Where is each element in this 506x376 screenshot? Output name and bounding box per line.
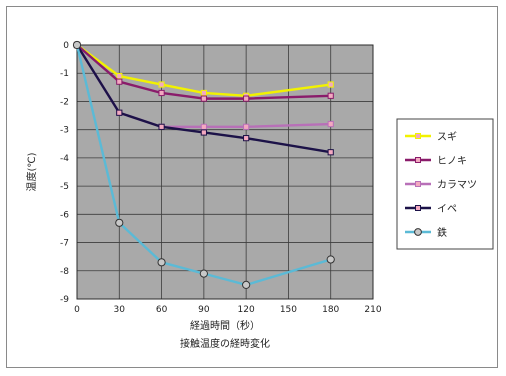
series-line — [76, 44, 331, 100]
y-tick-label: -1 — [60, 69, 69, 79]
x-tick-label: 0 — [74, 305, 80, 315]
y-tick-label: 0 — [63, 41, 69, 51]
legend-item: イペ — [405, 204, 457, 215]
line-chart: 0 -1 -2 -3 -4 -5 -6 -7 -8 -9 0 30 60 90 120 150 180 210 経… — [25, 40, 494, 350]
legend-item: カラマツ — [405, 179, 477, 191]
data-point — [200, 129, 207, 136]
x-tick-label: 150 — [280, 305, 297, 315]
x-tick-label: 120 — [238, 305, 255, 315]
y-tick-label: -4 — [60, 154, 69, 164]
grid — [76, 44, 374, 300]
data-point — [243, 95, 250, 102]
series-line — [75, 44, 331, 154]
legend-label: ヒノキ — [437, 155, 467, 167]
x-tick-label: 90 — [198, 305, 210, 315]
legend-label: スギ — [437, 131, 457, 143]
series-line — [76, 44, 331, 98]
x-tick-label: 60 — [156, 305, 168, 315]
data-point — [327, 120, 334, 128]
data-point — [115, 218, 124, 227]
y-axis-label: 温度(℃) — [25, 152, 38, 191]
data-point — [326, 255, 335, 264]
chart-frame: 0 -1 -2 -3 -4 -5 -6 -7 -8 -9 0 30 60 90 120 150 180 210 経… — [6, 6, 498, 368]
plot-area — [77, 45, 373, 299]
x-tick-label: 180 — [322, 305, 339, 315]
legend-item: 鉄 — [405, 226, 447, 239]
legend-marker — [415, 133, 421, 139]
legend-label: イペ — [437, 204, 457, 215]
legend-marker — [414, 228, 422, 236]
data-point — [200, 95, 207, 102]
series-line — [75, 44, 332, 287]
data-point — [243, 123, 250, 130]
tick-labels: 0 -1 -2 -3 -4 -5 -6 -7 -8 -9 0 30 60 90 120 150 180 210 — [60, 41, 382, 315]
data-point — [199, 269, 208, 278]
series-group — [72, 40, 335, 289]
data-point — [72, 40, 82, 50]
series-2 — [73, 41, 334, 102]
plot-background — [77, 45, 373, 299]
data-point — [158, 89, 165, 97]
legend-marker — [415, 181, 421, 187]
series-5 — [72, 40, 335, 289]
y-tick-label: -9 — [60, 295, 69, 305]
y-tick-label: -5 — [60, 182, 69, 192]
y-tick-label: -2 — [60, 97, 69, 107]
data-point — [158, 81, 165, 88]
chart-title: 接触温度の経時変化 — [180, 337, 270, 350]
legend-label: カラマツ — [437, 179, 477, 191]
legend-marker — [415, 205, 421, 211]
y-tick-label: -8 — [60, 267, 69, 277]
legend-marker — [415, 157, 421, 163]
data-point — [327, 92, 334, 99]
data-point — [200, 89, 207, 97]
x-axis-label: 経過時間（秒） — [190, 319, 260, 332]
x-tick-label: 210 — [364, 305, 381, 315]
y-tick-label: -7 — [60, 239, 69, 249]
data-point — [242, 280, 251, 289]
data-point — [327, 81, 334, 88]
data-point — [327, 149, 334, 156]
x-tick-label: 30 — [114, 305, 126, 315]
data-point — [116, 109, 123, 116]
data-point — [243, 135, 250, 142]
y-tick-label: -6 — [60, 210, 69, 220]
plot-border — [76, 44, 374, 300]
y-tick-label: -3 — [60, 126, 69, 136]
legend-item: スギ — [405, 131, 457, 143]
legend-item: ヒノキ — [405, 155, 467, 167]
data-point — [200, 123, 207, 130]
data-point — [116, 72, 123, 80]
data-point — [157, 258, 166, 267]
data-point — [116, 78, 123, 85]
data-point — [158, 123, 165, 130]
legend-label: 鉄 — [437, 226, 447, 239]
